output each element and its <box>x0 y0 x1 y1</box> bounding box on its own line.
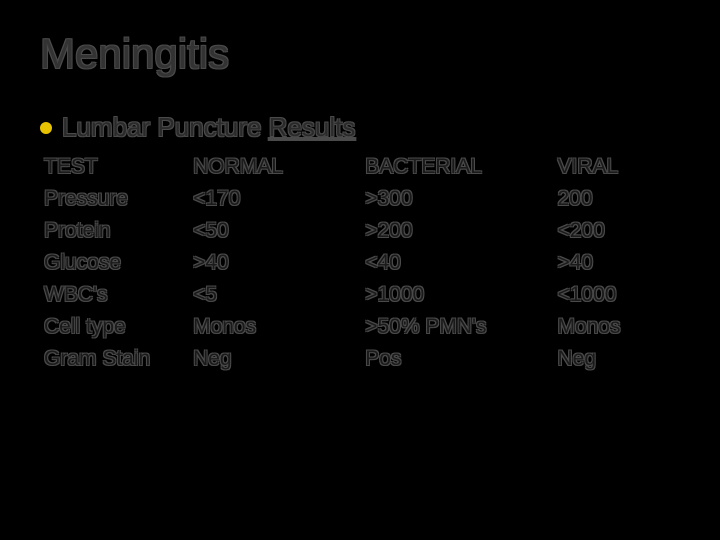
cell-value: >50% PMN's <box>345 311 547 343</box>
cell-test: Glucose <box>40 247 189 279</box>
cell-value: <5 <box>189 279 345 311</box>
cell-value: >1000 <box>345 279 547 311</box>
cell-test: Protein <box>40 215 189 247</box>
table-header-row: TEST NORMAL BACTERIAL VIRAL <box>40 151 680 183</box>
cell-test: Gram Stain <box>40 343 189 375</box>
table-row: Pressure <170 >300 200 <box>40 183 680 215</box>
cell-value: Neg <box>547 343 680 375</box>
slide: Meningitis Lumbar Puncture Results TEST … <box>0 0 720 540</box>
cell-test: WBC's <box>40 279 189 311</box>
cell-value: <50 <box>189 215 345 247</box>
col-header-viral: VIRAL <box>547 151 680 183</box>
slide-title: Meningitis <box>40 30 680 78</box>
cell-value: >40 <box>189 247 345 279</box>
table-row: Gram Stain Neg Pos Neg <box>40 343 680 375</box>
results-table: TEST NORMAL BACTERIAL VIRAL Pressure <17… <box>40 151 680 375</box>
cell-value: 200 <box>547 183 680 215</box>
slide-subtitle: Lumbar Puncture Results <box>62 112 355 143</box>
table-row: Protein <50 >200 <200 <box>40 215 680 247</box>
table-row: Cell type Monos >50% PMN's Monos <box>40 311 680 343</box>
cell-value: Monos <box>189 311 345 343</box>
cell-value: <1000 <box>547 279 680 311</box>
cell-value: >200 <box>345 215 547 247</box>
bullet-icon <box>40 122 52 134</box>
cell-value: Monos <box>547 311 680 343</box>
cell-value: <170 <box>189 183 345 215</box>
cell-value: Pos <box>345 343 547 375</box>
cell-test: Pressure <box>40 183 189 215</box>
col-header-test: TEST <box>40 151 189 183</box>
cell-value: Neg <box>189 343 345 375</box>
subtitle-underlined: Results <box>269 112 356 142</box>
cell-value: >300 <box>345 183 547 215</box>
cell-test: Cell type <box>40 311 189 343</box>
cell-value: <200 <box>547 215 680 247</box>
col-header-normal: NORMAL <box>189 151 345 183</box>
cell-value: >40 <box>547 247 680 279</box>
col-header-bacterial: BACTERIAL <box>345 151 547 183</box>
table-row: WBC's <5 >1000 <1000 <box>40 279 680 311</box>
subtitle-prefix: Lumbar Puncture <box>62 112 269 142</box>
cell-value: <40 <box>345 247 547 279</box>
table-row: Glucose >40 <40 >40 <box>40 247 680 279</box>
bullet-line: Lumbar Puncture Results <box>40 112 680 143</box>
